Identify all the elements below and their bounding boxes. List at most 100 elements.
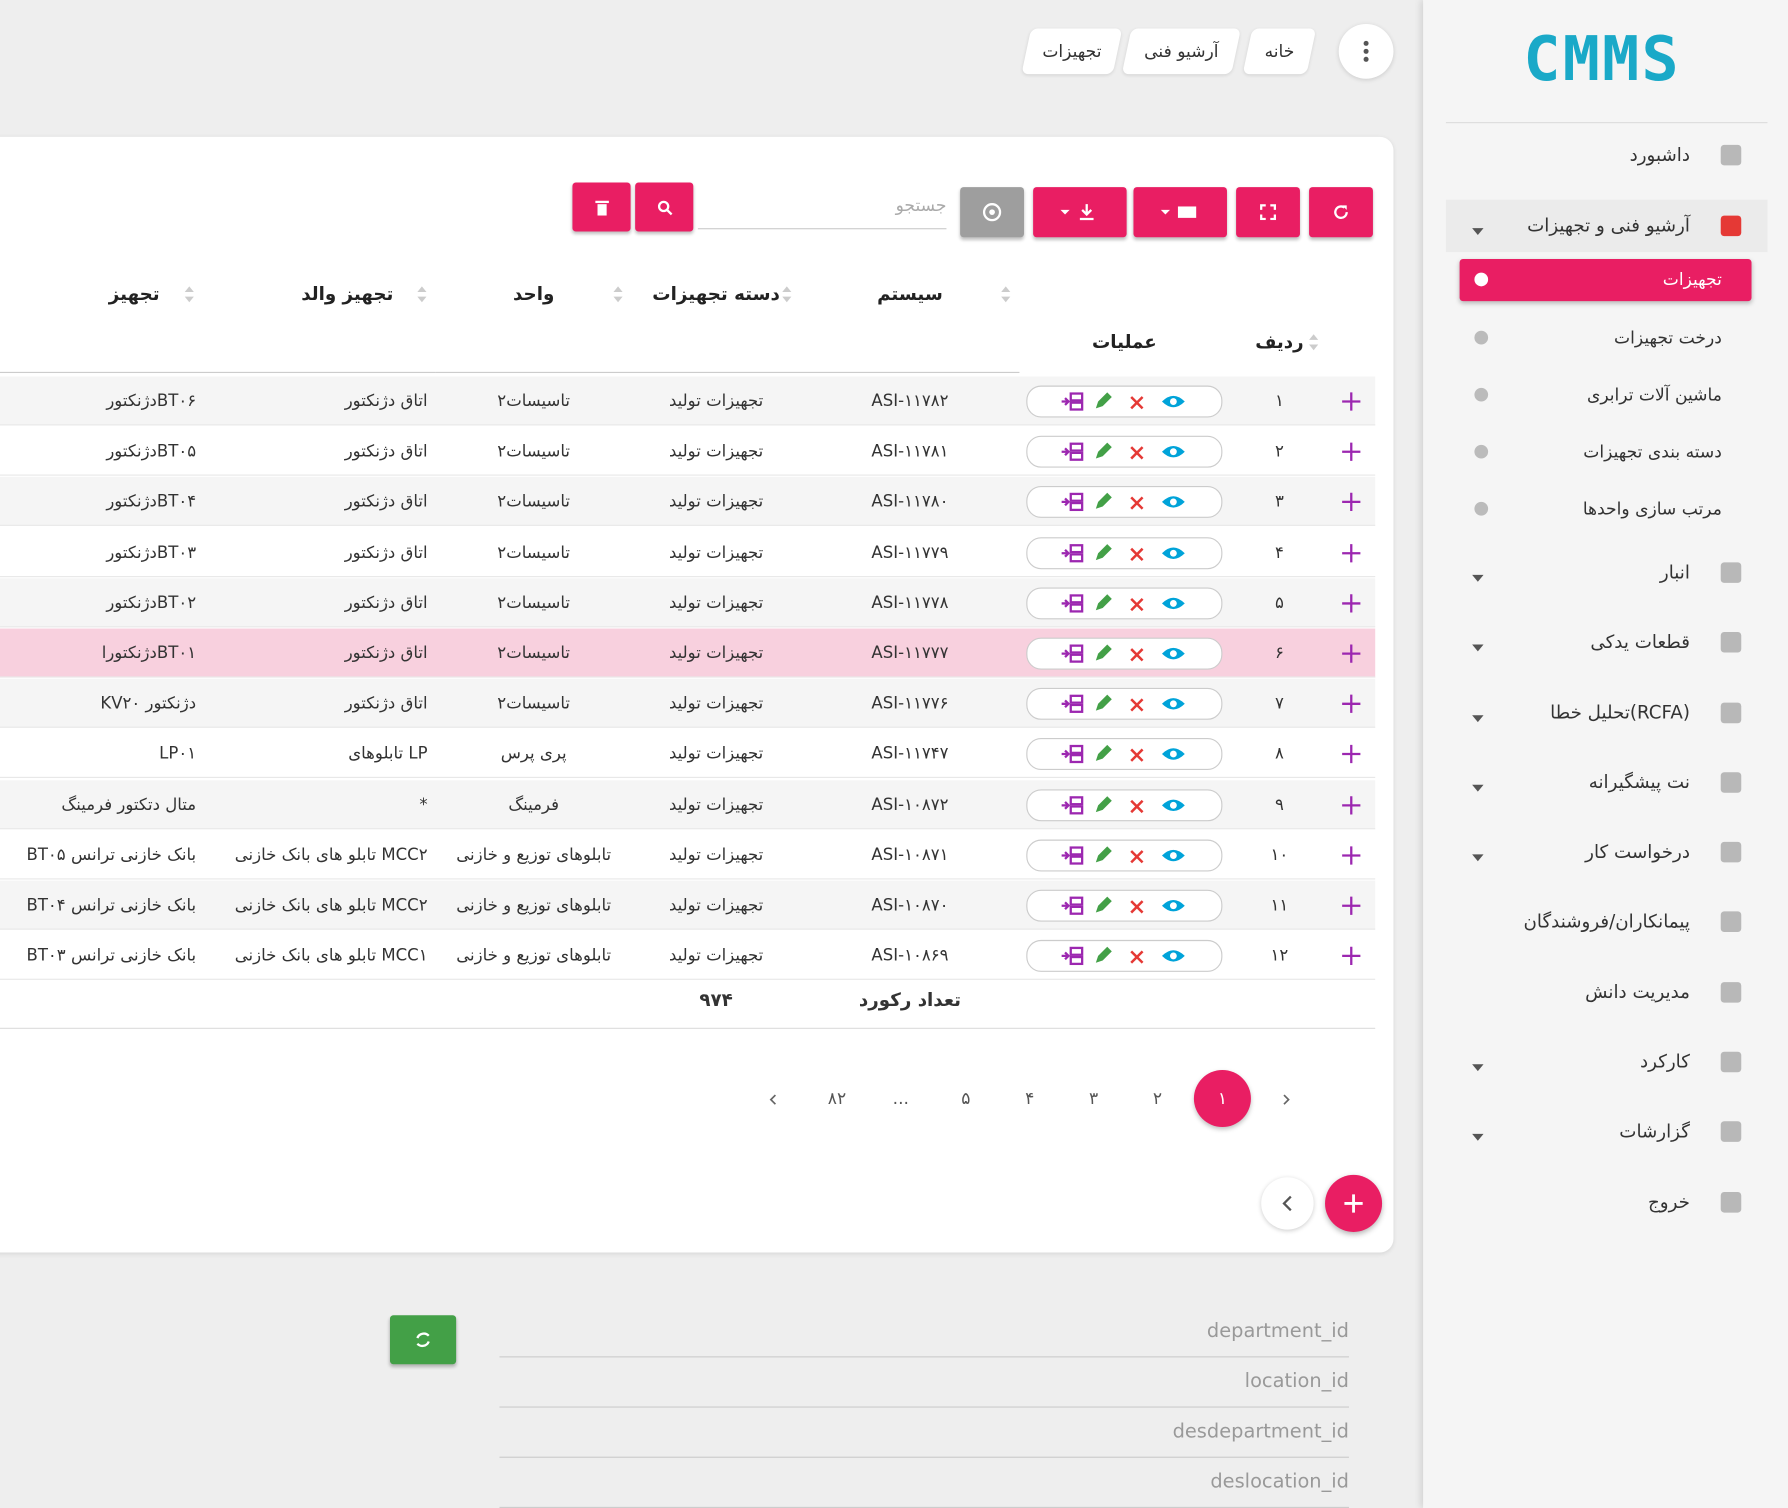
column-header[interactable]: دسته تجهیزات: [652, 282, 780, 305]
menu-icon: [1717, 1048, 1744, 1075]
submenu-label[interactable]: تجهیزات: [1662, 269, 1722, 290]
move-icon: [1059, 694, 1084, 715]
search-button[interactable]: [635, 182, 694, 232]
column-header[interactable]: تجهیز: [108, 282, 160, 305]
delete-button[interactable]: [572, 182, 631, 232]
sort-icon: [781, 284, 792, 305]
refresh-button[interactable]: [1309, 187, 1373, 238]
cell: پری پرس: [500, 745, 567, 764]
delete-icon: [1129, 797, 1145, 813]
move-icon: [1059, 845, 1084, 866]
menu-label[interactable]: تحلیل خطا(RCFA): [1550, 701, 1690, 724]
search-input[interactable]: جستجو: [697, 194, 947, 230]
actions: [1026, 536, 1223, 569]
menu-icon: [1717, 908, 1744, 935]
menu-label[interactable]: نت پیشگیرانه: [1588, 771, 1690, 793]
form-field[interactable]: location_id: [1244, 1369, 1349, 1393]
fullscreen-button[interactable]: [1236, 187, 1300, 238]
actions: [1026, 587, 1223, 620]
reset-button[interactable]: [960, 187, 1024, 238]
cell: ASI-۱۱۷۷۷: [871, 644, 949, 663]
form-field[interactable]: deslocation_id: [1210, 1470, 1349, 1494]
add-button[interactable]: [1325, 1174, 1383, 1232]
header-rule: [0, 371, 436, 374]
submenu-label[interactable]: دسته بندی تجهیزات: [1583, 441, 1722, 462]
cell: تجهیزات تولید: [668, 493, 764, 512]
menu-label[interactable]: خروج: [1647, 1190, 1690, 1213]
more-button[interactable]: [1338, 23, 1394, 79]
page-number[interactable]: ۴: [1025, 1088, 1035, 1109]
cell: ASI-۱۰۸۷۲: [871, 795, 949, 814]
page-number[interactable]: ۸۲: [827, 1088, 847, 1109]
cell: ASI-۱۱۷۸۲: [871, 392, 949, 411]
sync-button[interactable]: [389, 1315, 457, 1365]
cell: تجهیزات تولید: [668, 442, 764, 462]
delete-icon: [1129, 948, 1145, 964]
cell: ۷: [1274, 694, 1284, 714]
sort-icon: [1308, 332, 1319, 353]
expand-button: [1339, 540, 1364, 565]
move-icon: [1059, 492, 1084, 513]
cell: ASI-۱۱۷۷۸: [871, 594, 949, 613]
cell: ۹: [1274, 795, 1284, 814]
view-icon: [1161, 442, 1186, 463]
record-count: ۹۷۴: [699, 988, 733, 1011]
page-number[interactable]: ۵: [961, 1088, 971, 1109]
move-icon: [1059, 895, 1084, 916]
menu-label[interactable]: قطعات یدکی: [1590, 630, 1690, 653]
back-button[interactable]: [1261, 1177, 1314, 1230]
columns-button[interactable]: [1133, 187, 1227, 238]
column-header[interactable]: سیستم: [877, 282, 943, 305]
breadcrumb-label[interactable]: تجهیزات: [1042, 41, 1102, 62]
cell: تجهیزات تولید: [668, 795, 764, 814]
actions: [1026, 940, 1223, 973]
cell: فرمینگ: [508, 795, 560, 814]
sort-icon: [184, 284, 195, 305]
form-field[interactable]: desdepartment_id: [1172, 1420, 1349, 1443]
cell: LP۰۱: [159, 745, 197, 764]
field-underline: [499, 1356, 1349, 1358]
cell: BT۰۴ بانک خازنی ترانس: [26, 896, 197, 915]
menu-icon: [1717, 699, 1744, 726]
form-field[interactable]: department_id: [1206, 1319, 1349, 1343]
column-header[interactable]: ردیف: [1255, 330, 1304, 353]
cell: ۲تاسیسات: [497, 442, 571, 462]
menu-label[interactable]: مدیریت دانش: [1585, 981, 1690, 1003]
cell: BT۰۳ بانک خازنی ترانس: [26, 946, 197, 966]
view-icon: [1161, 744, 1186, 765]
page-number[interactable]: ۱: [1217, 1088, 1228, 1109]
menu-label[interactable]: گزارشات: [1619, 1120, 1690, 1142]
breadcrumb-label[interactable]: خانه: [1264, 41, 1295, 62]
cell: تابلو های بانک خازنی MCC۲: [234, 896, 428, 915]
menu-label[interactable]: درخواست کار: [1585, 840, 1690, 863]
breadcrumb-label[interactable]: آرشیو فنی: [1144, 41, 1219, 62]
view-icon: [1161, 643, 1186, 664]
cell: تابلوهای توزیع و خازنی: [456, 846, 612, 865]
cell: ASI-۱۱۷۷۶: [871, 694, 949, 714]
page-number[interactable]: ...: [892, 1088, 910, 1109]
edit-icon: [1092, 391, 1113, 412]
menu-label[interactable]: کارکرد: [1639, 1050, 1690, 1073]
submenu-label[interactable]: مرتب سازی واحدها: [1582, 498, 1722, 520]
column-header[interactable]: واحد: [513, 282, 555, 305]
page-number[interactable]: ۲: [1152, 1088, 1163, 1109]
record-count-label: تعداد رکورد: [858, 988, 961, 1011]
submenu-label[interactable]: ماشین آلات ترابری: [1586, 384, 1722, 405]
cell: ۱: [1274, 392, 1284, 411]
submenu-label[interactable]: درخت تجهیزات: [1614, 327, 1722, 348]
edit-icon: [1092, 593, 1113, 614]
menu-label[interactable]: انبار: [1659, 561, 1690, 583]
edit-icon: [1092, 744, 1113, 765]
view-icon: [1161, 845, 1186, 866]
menu-label[interactable]: آرشیو فنی و تجهیزات: [1527, 214, 1690, 237]
export-button[interactable]: [1033, 187, 1127, 238]
view-icon: [1161, 946, 1186, 967]
page-number[interactable]: ۳: [1088, 1088, 1099, 1109]
column-header[interactable]: تجهیز والد: [301, 282, 394, 305]
delete-icon: [1129, 494, 1145, 511]
sort-icon: [612, 284, 623, 305]
page-current[interactable]: [1193, 1069, 1251, 1128]
menu-label[interactable]: پیمانکاران/فروشندگان: [1523, 910, 1690, 932]
menu-label[interactable]: داشبورد: [1629, 143, 1690, 166]
